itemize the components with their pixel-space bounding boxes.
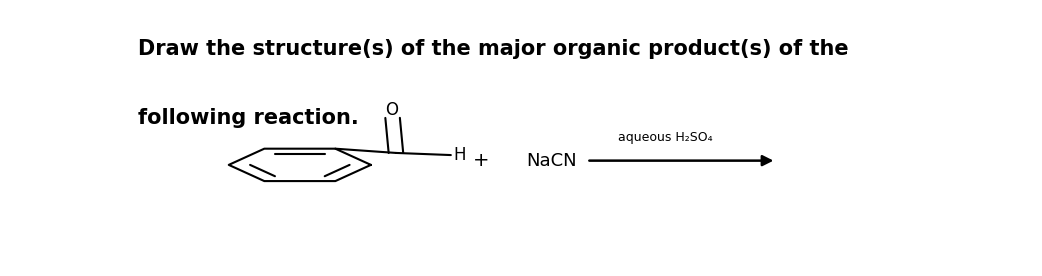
Text: O: O	[386, 102, 398, 120]
Text: +: +	[473, 151, 490, 170]
Text: aqueous H₂SO₄: aqueous H₂SO₄	[618, 131, 713, 144]
Text: NaCN: NaCN	[526, 152, 576, 170]
Text: following reaction.: following reaction.	[139, 108, 359, 128]
Text: H: H	[453, 146, 466, 164]
Text: Draw the structure(s) of the major organic product(s) of the: Draw the structure(s) of the major organ…	[139, 39, 849, 60]
